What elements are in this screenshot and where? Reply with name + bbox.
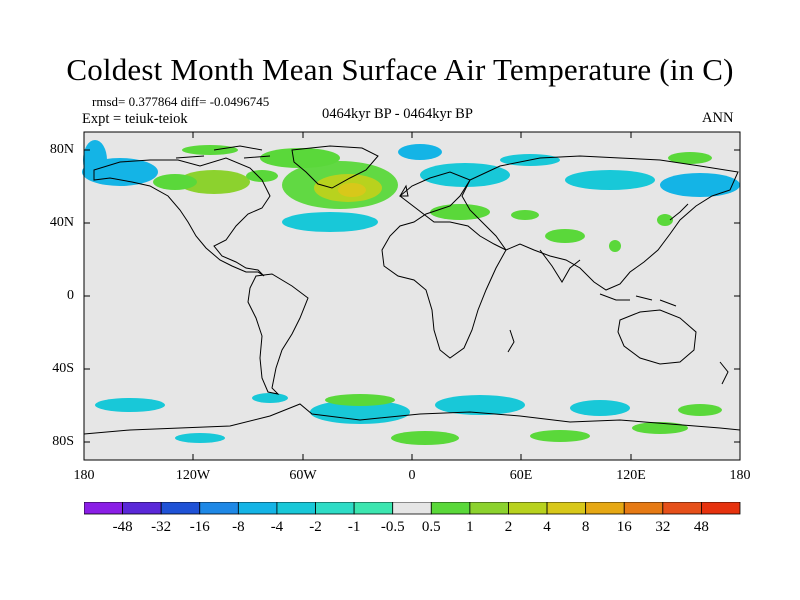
- anomaly-region: [570, 400, 630, 416]
- anomaly-region: [246, 170, 278, 182]
- colorbar-swatch: [237, 502, 278, 515]
- coastline-south-america: [247, 273, 309, 395]
- colorbar-label: -8: [232, 519, 245, 535]
- lon-label-180e: 180: [729, 468, 751, 483]
- anomaly-region: [175, 433, 225, 443]
- anomaly-region: [565, 170, 655, 190]
- anomaly-region: [678, 404, 722, 416]
- colorbar-swatch: [122, 502, 162, 515]
- colorbar-label: -48: [112, 519, 133, 535]
- anomaly-region: [391, 431, 459, 445]
- anomaly-region: [609, 240, 621, 252]
- lat-label-0: 0: [67, 288, 74, 303]
- colorbar-label: 1: [466, 519, 474, 535]
- latitude-tick-marks: [84, 149, 740, 443]
- lon-label-180w: 180: [73, 468, 95, 483]
- lon-label-120w: 120W: [175, 468, 211, 483]
- coastline-asia: [461, 155, 739, 291]
- anomaly-region: [430, 204, 490, 220]
- coastline-north-america: [93, 157, 271, 277]
- colorbar-swatch: [546, 502, 587, 515]
- coastline-india: [539, 249, 581, 283]
- lat-label-80n: 80N: [49, 142, 74, 157]
- period-label: 0464kyr BP - 0464kyr BP: [322, 106, 473, 122]
- anomaly-region: [545, 229, 585, 243]
- lon-label-0: 0: [408, 468, 416, 483]
- anomaly-region: [95, 398, 165, 412]
- anomaly-region: [632, 422, 688, 434]
- anomaly-region: [83, 140, 107, 180]
- coastline-greenland: [291, 145, 379, 189]
- colorbar-swatch: [353, 502, 394, 515]
- colorbar-swatch: [315, 502, 355, 515]
- colorbar-swatch: [199, 502, 239, 515]
- colorbar-label: 2: [504, 519, 513, 535]
- colorbar-label: 8: [581, 519, 590, 535]
- colorbar-swatch: [392, 502, 432, 515]
- coastline-europe-africa: [381, 171, 507, 359]
- colorbar-label: 32: [655, 519, 671, 535]
- anomaly-region: [435, 395, 525, 415]
- anomaly-region: [178, 170, 250, 194]
- anomaly-region: [153, 174, 197, 190]
- colorbar-label: -0.5: [380, 519, 405, 535]
- coastline-new-zealand: [719, 361, 729, 385]
- anomaly-region: [260, 148, 340, 168]
- anomaly-region: [398, 144, 442, 160]
- colorbar: [84, 502, 741, 515]
- experiment-label: Expt = teiuk-teiok: [82, 111, 188, 127]
- longitude-tick-marks: [83, 132, 741, 460]
- colorbar-label: -1: [347, 519, 361, 535]
- rmsd-diff-stats: rmsd= 0.377864 diff= -0.0496745: [92, 94, 270, 109]
- colorbar-label: -4: [270, 519, 284, 535]
- lat-label-40n: 40N: [49, 215, 74, 230]
- anomaly-region: [338, 183, 366, 197]
- anomaly-region: [325, 394, 395, 406]
- anomaly-region: [660, 173, 740, 197]
- coastline-japan: [669, 203, 689, 221]
- colorbar-label: -32: [151, 519, 172, 535]
- colorbar-label: 4: [543, 519, 551, 535]
- lat-label-80s: 80S: [52, 434, 74, 449]
- anomaly-region: [511, 210, 539, 220]
- colorbar-swatch: [623, 502, 664, 515]
- anomaly-region: [420, 163, 510, 187]
- colorbar-label: 48: [693, 519, 709, 535]
- coastline-australia: [617, 309, 697, 365]
- coastline-indonesia: [599, 293, 677, 307]
- colorbar-swatch: [701, 502, 741, 515]
- colorbar-swatch: [469, 502, 509, 515]
- coastline-madagascar: [507, 329, 515, 353]
- lat-label-40s: 40S: [52, 361, 74, 376]
- colorbar-label: -16: [189, 519, 210, 535]
- colorbar-swatch: [430, 502, 471, 515]
- season-label: ANN: [702, 110, 734, 126]
- page-title: Coldest Month Mean Surface Air Temperatu…: [66, 52, 734, 87]
- colorbar-swatch: [276, 502, 316, 515]
- colorbar-swatch: [662, 502, 702, 515]
- colorbar-label: 16: [616, 519, 632, 535]
- lon-label-60w: 60W: [289, 468, 317, 483]
- coastline-arctic-islands: [175, 145, 271, 159]
- colorbar-swatch: [585, 502, 625, 515]
- colorbar-swatch: [84, 502, 123, 515]
- colorbar-swatch: [508, 502, 548, 515]
- anomaly-region: [182, 145, 238, 155]
- anomaly-region: [668, 152, 712, 164]
- anomaly-region: [657, 214, 673, 226]
- coastlines: [83, 145, 741, 435]
- anomaly-region: [282, 212, 378, 232]
- anomaly-region: [530, 430, 590, 442]
- colorbar-label: -2: [309, 519, 322, 535]
- lon-label-60e: 60E: [509, 468, 533, 483]
- map-panel: [82, 131, 741, 461]
- lon-label-120e: 120E: [616, 468, 646, 483]
- colorbar-swatch: [160, 502, 201, 515]
- coastline-antarctica: [83, 403, 741, 435]
- colorbar-label: 0.5: [421, 519, 441, 535]
- coastline-british-isles: [399, 184, 409, 197]
- anomaly-region: [252, 393, 288, 403]
